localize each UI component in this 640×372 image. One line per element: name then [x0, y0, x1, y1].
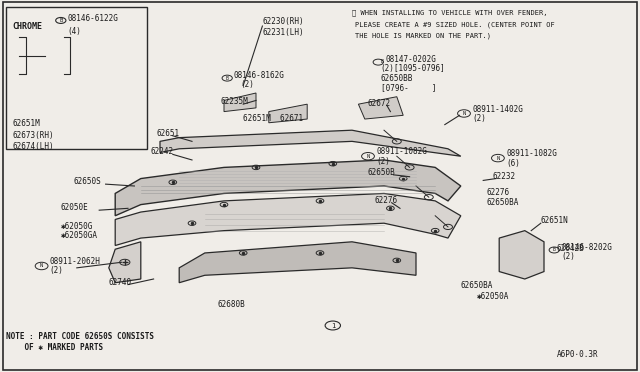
Text: 62650BB: 62650BB	[381, 74, 413, 83]
Text: N: N	[463, 111, 465, 116]
Text: (4): (4)	[67, 27, 81, 36]
Text: (2): (2)	[376, 157, 390, 166]
Text: PLEASE CREATE A #9 SIZED HOLE. (CENTER POINT OF: PLEASE CREATE A #9 SIZED HOLE. (CENTER P…	[355, 21, 555, 28]
Text: 08911-1082G: 08911-1082G	[506, 149, 557, 158]
Text: 62230(RH): 62230(RH)	[262, 17, 304, 26]
Polygon shape	[109, 242, 141, 283]
Text: THE HOLE IS MARKED ON THE PART.): THE HOLE IS MARKED ON THE PART.)	[355, 32, 492, 39]
Text: ✱62050G: ✱62050G	[61, 222, 93, 231]
Text: (2): (2)	[561, 252, 575, 261]
Polygon shape	[269, 104, 307, 123]
Polygon shape	[224, 93, 256, 112]
Text: 62650BA: 62650BA	[486, 198, 519, 206]
Text: (2): (2)	[240, 80, 254, 89]
Text: N: N	[497, 155, 499, 161]
Text: 62740: 62740	[109, 278, 132, 286]
Text: 62673(RH): 62673(RH)	[13, 131, 54, 140]
Text: 08911-1402G: 08911-1402G	[472, 105, 523, 113]
Text: N: N	[367, 154, 369, 159]
Text: 1: 1	[331, 323, 335, 328]
Text: B: B	[381, 59, 383, 64]
Polygon shape	[115, 193, 461, 246]
Text: 62232: 62232	[493, 171, 516, 180]
Text: (2): (2)	[472, 114, 486, 123]
Text: 08147-0202G: 08147-0202G	[385, 55, 436, 64]
Text: 62680B: 62680B	[218, 300, 245, 309]
Polygon shape	[358, 97, 403, 119]
Text: 08911-2062H: 08911-2062H	[49, 257, 100, 266]
Text: 62231(LH): 62231(LH)	[262, 28, 304, 37]
Polygon shape	[179, 242, 416, 283]
Text: 62650B: 62650B	[368, 168, 396, 177]
Text: B: B	[226, 76, 228, 81]
Text: CHROME: CHROME	[13, 22, 43, 31]
Text: 62651M  62671: 62651M 62671	[243, 114, 303, 123]
Text: NOTE : PART CODE 62650S CONSISTS: NOTE : PART CODE 62650S CONSISTS	[6, 331, 154, 340]
Text: 62242: 62242	[150, 147, 173, 156]
Text: ✱62050GA: ✱62050GA	[61, 231, 98, 240]
Text: 08146-8162G: 08146-8162G	[234, 71, 284, 80]
Polygon shape	[115, 160, 461, 216]
Text: 62276: 62276	[374, 196, 397, 205]
Text: 08911-1082G: 08911-1082G	[376, 147, 427, 156]
Text: 08146-6122G: 08146-6122G	[67, 14, 118, 23]
Text: 62235M: 62235M	[221, 97, 248, 106]
Polygon shape	[499, 231, 544, 279]
Text: [0796-     ]: [0796- ]	[381, 83, 436, 92]
Text: 62276: 62276	[486, 188, 509, 197]
Text: 62050E: 62050E	[61, 203, 88, 212]
Text: ⓘ WHEN INSTALLING TO VEHICLE WITH OVER FENDER,: ⓘ WHEN INSTALLING TO VEHICLE WITH OVER F…	[352, 10, 547, 16]
Text: 62674(LH): 62674(LH)	[13, 142, 54, 151]
Polygon shape	[160, 130, 461, 156]
Text: 62042B: 62042B	[557, 244, 584, 253]
Text: 62651M: 62651M	[13, 119, 40, 128]
Text: ✱62050A: ✱62050A	[477, 292, 509, 301]
Text: 62651: 62651	[157, 129, 180, 138]
Text: 62672: 62672	[368, 99, 391, 108]
Text: 62651N: 62651N	[541, 216, 568, 225]
Text: OF ✱ MARKED PARTS: OF ✱ MARKED PARTS	[6, 343, 104, 352]
Text: (2): (2)	[49, 266, 63, 275]
Text: 62650S: 62650S	[74, 177, 101, 186]
Text: 62650BA: 62650BA	[461, 281, 493, 290]
Text: B: B	[59, 18, 63, 23]
Text: B: B	[553, 247, 556, 253]
Text: 08146-8202G: 08146-8202G	[561, 243, 612, 252]
Text: N: N	[40, 263, 43, 269]
Text: A6P0⋅0.3R: A6P0⋅0.3R	[557, 350, 598, 359]
Text: (6): (6)	[506, 158, 520, 167]
Bar	[6, 7, 147, 149]
Text: (2)[1095-0796]: (2)[1095-0796]	[381, 64, 445, 73]
